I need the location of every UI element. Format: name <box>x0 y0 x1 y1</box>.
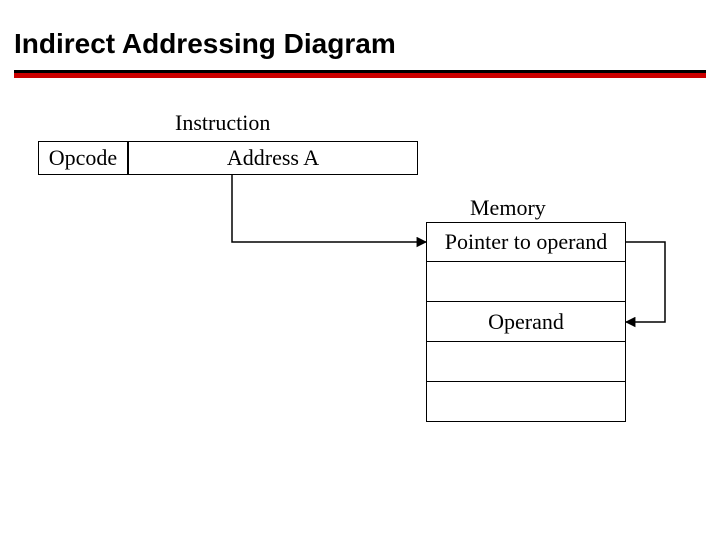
slide: Indirect Addressing Diagram Instruction … <box>0 0 720 540</box>
memory-cell-label: Pointer to operand <box>445 229 608 255</box>
instruction-label: Instruction <box>175 110 270 136</box>
slide-title: Indirect Addressing Diagram <box>14 28 396 60</box>
memory-cell <box>426 262 626 302</box>
memory-cell: Pointer to operand <box>426 222 626 262</box>
arrow-address-to-pointer <box>232 175 426 242</box>
address-box: Address A <box>128 141 418 175</box>
title-rule-red <box>14 73 706 78</box>
address-box-label: Address A <box>227 145 319 171</box>
opcode-box: Opcode <box>38 141 128 175</box>
memory-cell <box>426 382 626 422</box>
memory-cell: Operand <box>426 302 626 342</box>
memory-cell <box>426 342 626 382</box>
arrow-pointer-to-operand <box>626 242 665 322</box>
memory-label: Memory <box>470 195 546 221</box>
opcode-box-label: Opcode <box>49 145 117 171</box>
memory-cell-label: Operand <box>488 309 564 335</box>
